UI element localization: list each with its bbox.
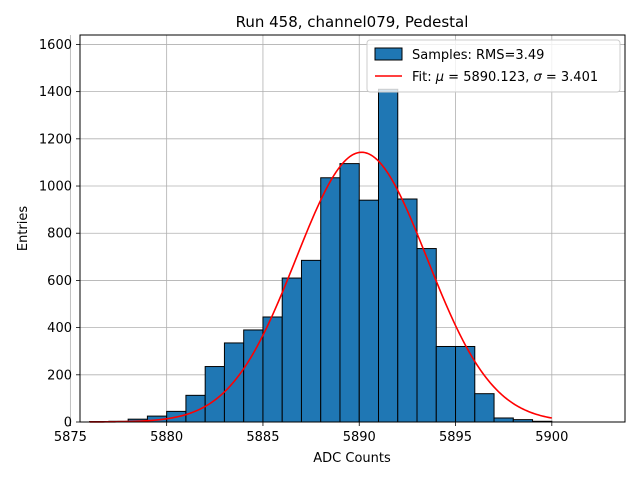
legend: Samples: RMS=3.49 Fit: μ = 5890.123, σ =… — [366, 39, 621, 93]
fit-layer — [89, 151, 552, 423]
x-tick-label-4: 5895 — [439, 430, 472, 445]
histogram-bar-13 — [339, 163, 360, 423]
histogram-bar-21 — [493, 417, 514, 423]
legend-fit-prefix: Fit: — [412, 70, 436, 85]
legend-label-fit: Fit: μ = 5890.123, σ = 3.401 — [412, 70, 598, 85]
legend-fit-end: = 3.401 — [542, 70, 598, 85]
y-tick-label-5: 1000 — [39, 180, 72, 195]
legend-label-histogram: Samples: RMS=3.49 — [412, 48, 544, 63]
legend-fit-mid: = 5890.123, — [444, 70, 533, 85]
legend-fit-sigma: σ — [534, 70, 543, 85]
y-tick-label-3: 600 — [47, 274, 72, 289]
histogram-bar-8 — [243, 329, 264, 423]
x-tick-label-5: 5900 — [535, 430, 568, 445]
chart-title: Run 458, channel079, Pedestal — [236, 13, 469, 31]
fit-curve — [89, 151, 552, 423]
y-tick-label-8: 1600 — [39, 38, 72, 53]
x-ticks: 5875 5880 5885 5890 5895 5900 — [54, 422, 568, 445]
histogram-bar-9 — [262, 316, 283, 423]
x-axis-label: ADC Counts — [313, 451, 391, 466]
y-tick-label-7: 1400 — [39, 85, 72, 100]
plot-frame — [79, 34, 626, 423]
y-tick-label-4: 800 — [47, 227, 72, 242]
bars-layer — [89, 88, 553, 423]
histogram-bar-14 — [358, 199, 379, 423]
legend-box — [366, 39, 621, 93]
legend-fit-mu: μ — [435, 70, 444, 85]
histogram-bar-18 — [435, 345, 457, 423]
y-tick-label-0: 0 — [64, 416, 72, 431]
legend-swatch-histogram — [374, 47, 403, 61]
histogram-bar-20 — [474, 393, 495, 423]
histogram-bar-12 — [320, 177, 341, 423]
x-tick-label-2: 5885 — [246, 430, 279, 445]
histogram-bar-15 — [377, 88, 399, 423]
x-tick-label-3: 5890 — [343, 430, 376, 445]
y-tick-label-2: 400 — [47, 321, 72, 336]
histogram-bar-11 — [300, 259, 322, 423]
y-ticks: 0 200 400 600 800 1000 1200 1400 1600 — [39, 38, 80, 431]
x-tick-label-1: 5880 — [150, 430, 183, 445]
x-tick-label-0: 5875 — [54, 430, 87, 445]
y-tick-label-1: 200 — [47, 368, 72, 383]
y-tick-label-6: 1200 — [39, 132, 72, 147]
histogram-bar-10 — [281, 277, 302, 423]
y-axis-label: Entries — [16, 206, 31, 252]
histogram-bar-16 — [397, 198, 418, 423]
